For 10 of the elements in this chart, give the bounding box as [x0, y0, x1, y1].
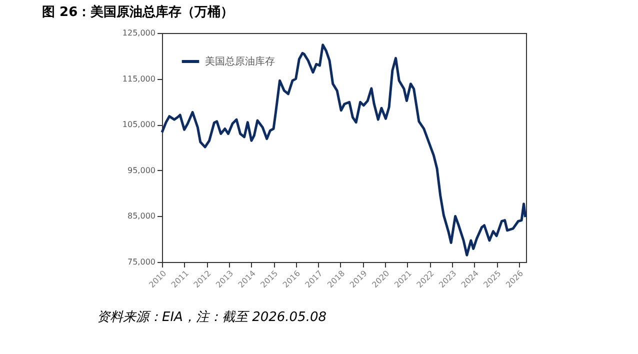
y-tick-label: 105,000: [122, 120, 156, 130]
chart-title: 图 26：美国原油总库存（万桶）: [42, 4, 234, 20]
y-tick-label: 125,000: [122, 28, 156, 38]
y-tick-label: 75,000: [128, 258, 156, 266]
line-series: [160, 44, 527, 256]
y-tick-label: 115,000: [122, 74, 156, 84]
y-tick-label: 95,000: [128, 166, 156, 175]
text: 资料来源：EIA，注：截至 2026.05.08: [97, 310, 327, 325]
legend-label: 美国总原油库存: [205, 56, 275, 68]
y-tick-label: 85,000: [128, 212, 156, 221]
